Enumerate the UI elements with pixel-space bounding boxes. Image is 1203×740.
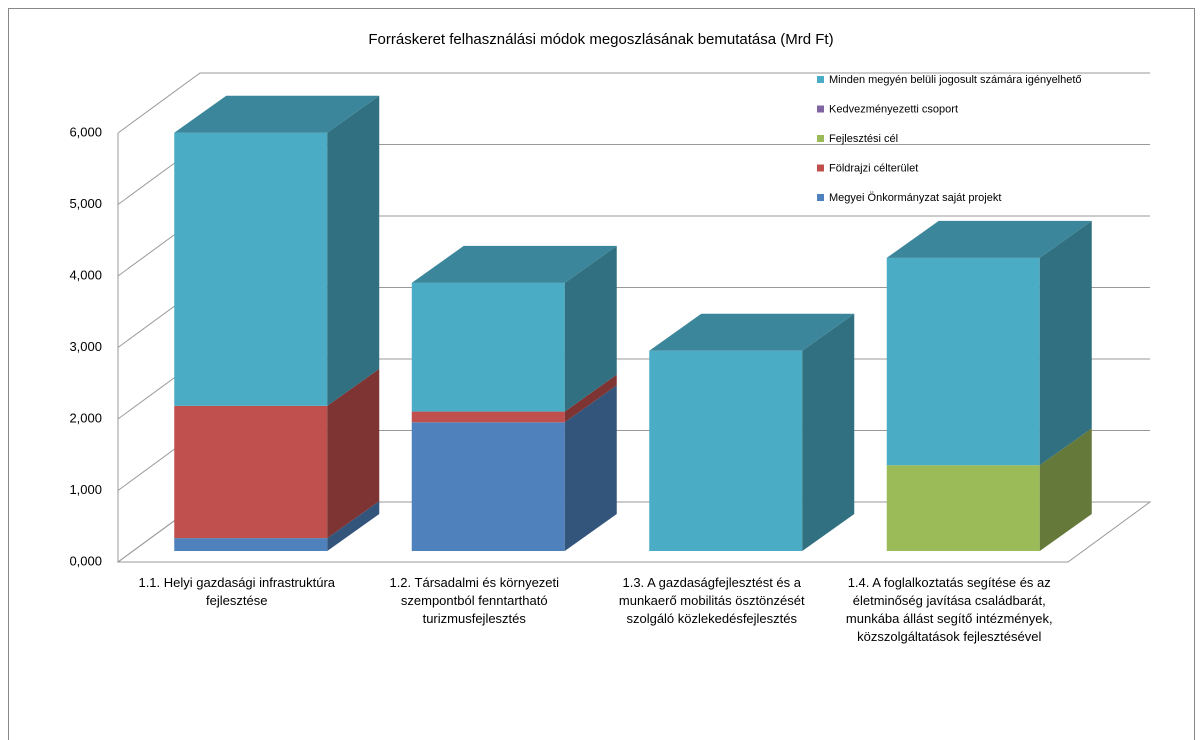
y-tick-label: 6,000 [69,124,102,139]
bar-top [649,313,855,351]
x-tick-label: 1.4. A foglalkoztatás segítése és az éle… [845,575,1053,644]
y-tick-label: 5,000 [69,196,102,211]
bar-top [411,245,617,283]
x-tick-label: 1.3. A gazdaságfejlesztést és a munkaerő… [618,575,805,626]
bar-front [649,350,803,551]
legend-label: Megyei Önkormányzat saját projekt [829,192,1001,204]
bar-side [564,374,617,423]
legend-swatch [817,135,824,142]
bar-side [327,95,380,406]
bar-front [411,422,565,551]
bar-side [1039,220,1092,466]
legend-swatch [817,105,824,113]
chart-title: Forráskeret felhasználási módok megoszlá… [368,31,833,48]
bar-front [174,132,328,406]
x-tick-label: 1.1. Helyi gazdasági infrastruktúra fejl… [138,575,336,608]
bar-top [886,220,1092,258]
bar-front [886,257,1040,466]
y-tick-label: 4,000 [69,267,102,282]
bar-front [174,405,328,539]
bar-front [411,282,565,412]
legend-swatch [817,76,824,83]
grid-line [117,72,1150,134]
bar-front [411,411,565,423]
bar-side [802,313,855,551]
bar-side [564,245,617,412]
legend-swatch [817,164,824,172]
y-tick-label: 3,000 [69,339,102,354]
legend-label: Minden megyén belüli jogosult számára ig… [829,74,1082,86]
bar-front [174,538,328,551]
y-tick-label: 1,000 [69,482,102,497]
legend-swatch [817,194,824,201]
legend-label: Kedvezményezetti csoport [829,103,958,115]
y-tick-label: 2,000 [69,410,102,425]
bar-side [1039,428,1092,551]
bar-side [564,385,617,551]
bar-front [886,465,1040,551]
bar-side [327,501,380,551]
y-tick-label: 0,000 [69,553,102,568]
bar-side [327,368,380,539]
bar-top [174,95,380,133]
x-tick-label: 1.2. Társadalmi és környezeti szempontbó… [389,575,560,626]
legend-label: Földrajzi célterület [829,162,918,174]
legend-label: Fejlesztési cél [829,133,898,145]
